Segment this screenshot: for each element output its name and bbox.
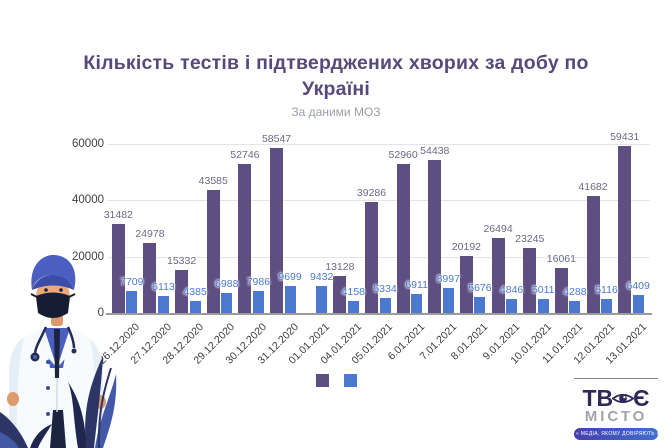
bar-value-label: 52746 bbox=[230, 149, 260, 162]
confirmed-cases-bar bbox=[379, 297, 391, 313]
y-axis-tick-label: 60000 bbox=[72, 138, 104, 150]
bar-value-label: 4385 bbox=[183, 285, 207, 298]
chart-title: Кількість тестів і підтверджених хворих … bbox=[83, 52, 589, 100]
bar-value-label: 9699 bbox=[278, 270, 302, 283]
bar-value-label: 39286 bbox=[356, 187, 387, 200]
bar-value-label: 20192 bbox=[451, 241, 482, 254]
gridline bbox=[108, 144, 650, 145]
bar-value-label: 52960 bbox=[388, 148, 418, 161]
logo-wordmark: ТВ Є bbox=[574, 385, 658, 411]
tests-bar bbox=[396, 163, 410, 313]
gridline bbox=[108, 200, 650, 202]
confirmed-cases-bar bbox=[506, 299, 518, 313]
bar-value-label: 24978 bbox=[135, 227, 165, 240]
plant-leaves bbox=[85, 356, 103, 448]
tests-bar bbox=[428, 159, 442, 313]
confirmed-cases-bar bbox=[569, 300, 581, 313]
tests-bar bbox=[175, 269, 189, 313]
bar-value-label: 7709 bbox=[120, 276, 144, 289]
legend-swatch-tests bbox=[315, 374, 329, 387]
bar-value-label: 5676 bbox=[468, 282, 492, 294]
confirmed-cases-bar bbox=[284, 285, 296, 313]
confirmed-cases-bar bbox=[221, 293, 233, 313]
confirmed-cases-bar bbox=[601, 298, 613, 313]
logo-tagline-pill: « МЕДІА, ЯКОМУ ДОВІРЯЮТЬ » bbox=[574, 428, 658, 440]
bar-value-label: 5011 bbox=[531, 283, 555, 296]
confirmed-cases-bar bbox=[474, 297, 486, 313]
tests-bar bbox=[238, 164, 252, 313]
gridline bbox=[108, 256, 650, 258]
confirmed-cases-bar bbox=[632, 294, 644, 313]
y-axis-tick-label: 20000 bbox=[72, 250, 104, 263]
confirmed-cases-bar bbox=[316, 286, 328, 313]
logo-divider bbox=[574, 378, 658, 379]
y-axis-tick-label: 0 bbox=[97, 307, 104, 319]
logo-text-suffix: Є bbox=[633, 385, 650, 411]
tests-bar bbox=[618, 145, 632, 313]
confirmed-cases-bar bbox=[157, 295, 169, 313]
x-axis-line bbox=[106, 313, 652, 315]
bar-value-label: 6409 bbox=[626, 279, 650, 292]
chart-legend bbox=[0, 374, 672, 387]
bar-value-label: 9432 bbox=[310, 271, 334, 284]
tests-bar bbox=[333, 276, 347, 313]
bar-value-label: 26494 bbox=[483, 223, 513, 236]
confirmed-cases-bar bbox=[411, 293, 423, 313]
confirmed-cases-bar bbox=[347, 301, 359, 313]
confirmed-cases-bar bbox=[252, 290, 264, 313]
bar-value-label: 13128 bbox=[325, 261, 355, 274]
bar-value-label: 58547 bbox=[261, 133, 292, 146]
doctor-illustration bbox=[0, 254, 117, 448]
bar-value-label: 31482 bbox=[103, 209, 133, 222]
tests-bar bbox=[270, 148, 284, 313]
face-mask bbox=[36, 292, 70, 318]
bar-value-label: 7986 bbox=[246, 275, 271, 288]
logo-text-prefix: ТВ bbox=[582, 385, 614, 411]
tests-bar bbox=[459, 256, 473, 313]
bar-value-label: 4158 bbox=[341, 286, 366, 299]
tests-bar bbox=[523, 247, 537, 313]
tests-bar bbox=[111, 224, 125, 313]
tests-bar bbox=[554, 267, 568, 313]
bar-value-label: 23245 bbox=[515, 232, 545, 245]
bar-value-label: 8997 bbox=[436, 272, 460, 285]
bar-value-label: 59431 bbox=[610, 130, 640, 143]
tests-bar bbox=[491, 238, 505, 313]
y-axis-tick-label: 40000 bbox=[72, 194, 104, 207]
bar-value-label: 16061 bbox=[546, 252, 576, 265]
bar-value-label: 6113 bbox=[152, 280, 175, 293]
confirmed-cases-bar bbox=[126, 291, 138, 313]
confirmed-cases-bar bbox=[189, 300, 201, 313]
eye-icon bbox=[612, 393, 635, 403]
legend-swatch-confirmed-cases bbox=[343, 374, 357, 387]
surgical-cap bbox=[31, 254, 76, 290]
tests-bar bbox=[586, 195, 600, 313]
bar-value-label: 6988 bbox=[215, 278, 239, 291]
tests-bar bbox=[206, 190, 220, 313]
doctor-tie bbox=[54, 329, 60, 378]
logo-city-text: МІСТО bbox=[584, 408, 648, 425]
bar-value-label: 4288 bbox=[563, 285, 587, 298]
stethoscope bbox=[33, 326, 48, 354]
bar-value-label: 5116 bbox=[595, 283, 618, 296]
brand-logo: ТВ Є МІСТО « МЕДІА, ЯКОМУ ДОВІРЯЮТЬ » bbox=[574, 378, 658, 440]
bar-value-label: 6911 bbox=[405, 278, 428, 291]
bar-value-label: 41682 bbox=[578, 180, 608, 193]
bar-value-label: 4846 bbox=[499, 284, 524, 297]
confirmed-cases-bar bbox=[537, 298, 549, 313]
chart-subtitle: За даними МОЗ bbox=[291, 105, 381, 119]
bar-value-label: 15332 bbox=[167, 254, 197, 267]
tests-bar bbox=[365, 202, 378, 313]
confirmed-cases-bar bbox=[442, 287, 454, 313]
bar-value-label: 54438 bbox=[420, 144, 450, 157]
tests-bar bbox=[143, 242, 157, 313]
bar-value-label: 5334 bbox=[373, 282, 397, 295]
bar-value-label: 43585 bbox=[198, 175, 228, 188]
